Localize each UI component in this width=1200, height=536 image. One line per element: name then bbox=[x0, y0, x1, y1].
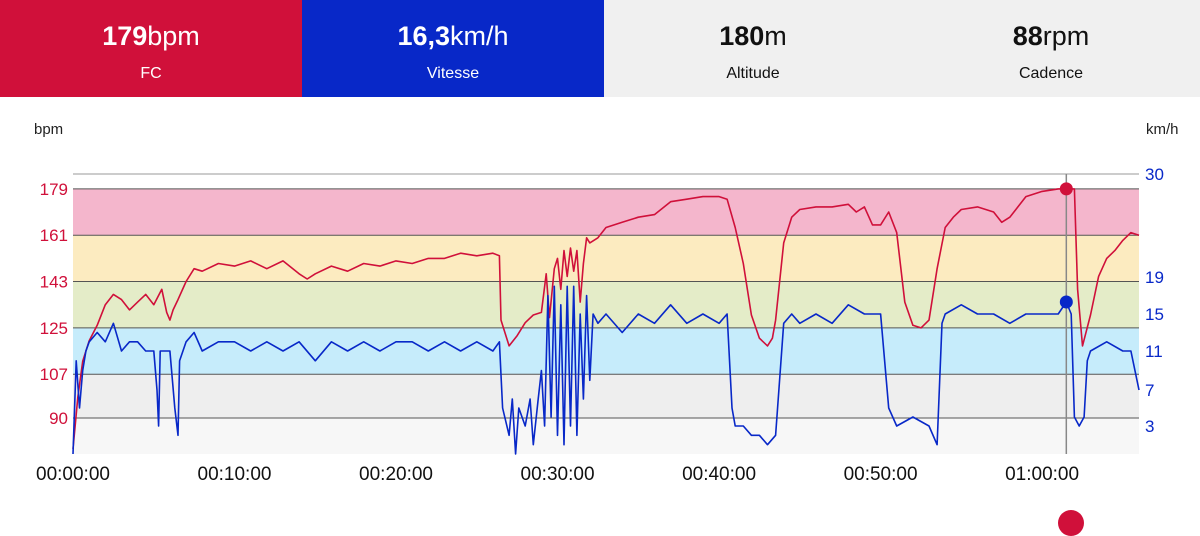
left-tick-90: 90 bbox=[49, 409, 68, 428]
right-tick-30: 30 bbox=[1145, 165, 1164, 184]
left-tick-107: 107 bbox=[40, 365, 68, 384]
left-tick-125: 125 bbox=[40, 319, 68, 338]
left-tick-143: 143 bbox=[40, 273, 68, 292]
right-tick-19: 19 bbox=[1145, 268, 1164, 287]
speed-tile[interactable]: 16,3km/h Vitesse bbox=[302, 0, 604, 97]
heart-rate-value: 179bpm bbox=[102, 21, 200, 51]
cadence-tile[interactable]: 88rpm Cadence bbox=[902, 0, 1200, 97]
right-axis-unit: km/h bbox=[1146, 121, 1179, 138]
right-axis-ticks: 3 7 11 15 19 30 bbox=[1145, 165, 1164, 436]
left-tick-179: 179 bbox=[40, 180, 68, 199]
right-tick-15: 15 bbox=[1145, 305, 1164, 324]
x-tick-5: 00:50:00 bbox=[844, 464, 918, 485]
x-tick-4: 00:40:00 bbox=[682, 464, 756, 485]
altitude-label: Altitude bbox=[726, 65, 780, 82]
metrics-header: 179bpm FC 16,3km/h Vitesse 180m Altitude… bbox=[0, 0, 1200, 97]
x-axis-ticks: 00:00:00 00:10:00 00:20:00 00:30:00 00:40:00… bbox=[36, 464, 1079, 485]
heart-rate-label: FC bbox=[140, 65, 162, 82]
hr-line bbox=[72, 188, 1140, 449]
cursor-hr-marker bbox=[1059, 182, 1073, 196]
cursor-speed-marker bbox=[1059, 295, 1073, 309]
right-tick-7: 7 bbox=[1145, 381, 1154, 400]
left-axis-ticks: 90 107 125 143 161 179 bbox=[40, 180, 68, 428]
hr-zone-1 bbox=[73, 374, 1139, 418]
left-axis-unit: bpm bbox=[34, 121, 64, 138]
series-lines bbox=[72, 188, 1140, 455]
x-tick-2: 00:20:00 bbox=[359, 464, 433, 485]
speed-value: 16,3km/h bbox=[397, 21, 509, 51]
hr-zone-3 bbox=[73, 281, 1139, 328]
right-tick-11: 11 bbox=[1145, 342, 1163, 361]
hr-zone-top bbox=[73, 174, 1139, 189]
altitude-tile[interactable]: 180m Altitude bbox=[604, 0, 902, 97]
heart-rate-tile[interactable]: 179bpm FC bbox=[0, 0, 302, 97]
zone-gridlines bbox=[73, 173, 1139, 419]
hr-zone-2 bbox=[73, 327, 1139, 375]
hr-zone-4 bbox=[73, 235, 1139, 282]
altitude-value: 180m bbox=[719, 21, 787, 51]
hr-zones bbox=[73, 174, 1139, 454]
right-tick-3: 3 bbox=[1145, 417, 1154, 436]
cadence-value: 88rpm bbox=[1012, 21, 1090, 51]
cursor[interactable] bbox=[1059, 174, 1073, 454]
hr-zone-0 bbox=[73, 417, 1139, 454]
speed-label: Vitesse bbox=[426, 65, 480, 82]
speed-line bbox=[72, 285, 1140, 455]
left-tick-161: 161 bbox=[40, 226, 68, 245]
x-tick-3: 00:30:00 bbox=[521, 464, 595, 485]
legend-dot[interactable] bbox=[1058, 510, 1084, 536]
x-tick-1: 00:10:00 bbox=[198, 464, 272, 485]
x-tick-6: 01:00:00 bbox=[1005, 464, 1079, 485]
x-tick-0: 00:00:00 bbox=[36, 464, 110, 485]
cadence-label: Cadence bbox=[1018, 65, 1084, 82]
